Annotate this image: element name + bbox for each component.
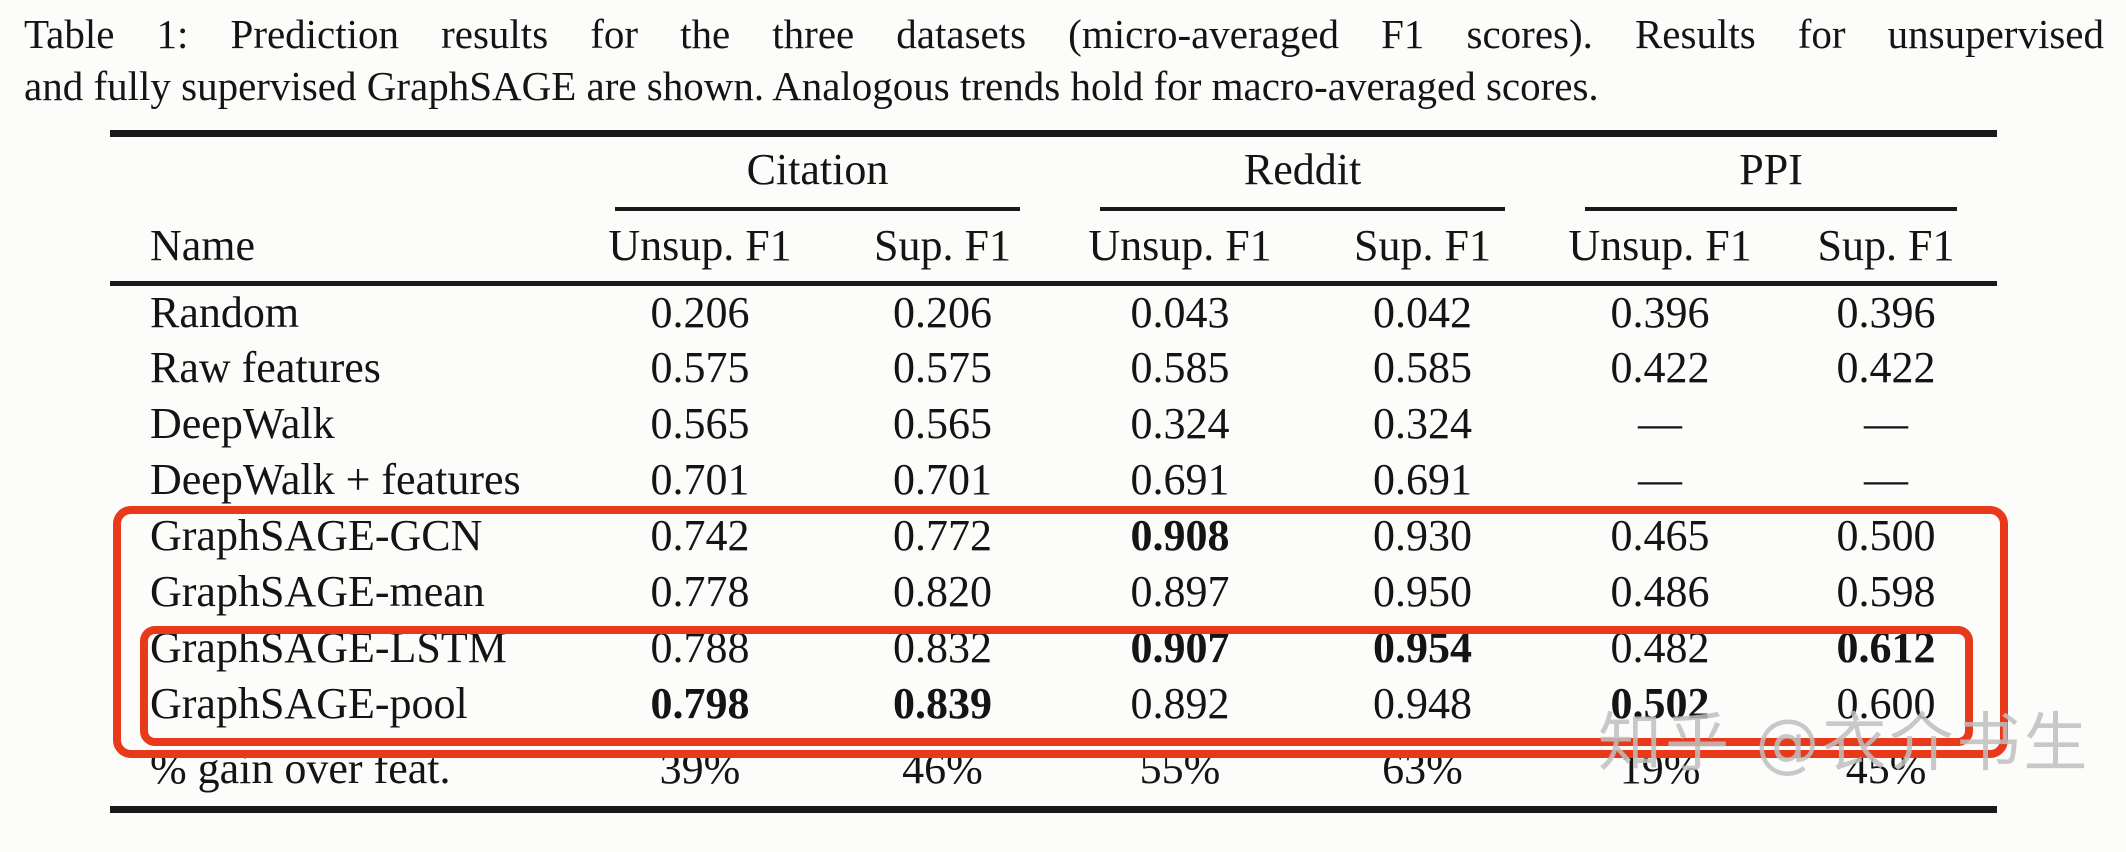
column-header-ppi-sup: Sup. F1 — [1775, 210, 1998, 286]
value-cell: 0.206 — [893, 288, 992, 338]
value-cell: 0.486 — [1610, 567, 1710, 616]
value-cell: 0.907 — [1130, 623, 1230, 672]
value-cell: 0.897 — [1130, 567, 1230, 616]
value-cell: 0.788 — [650, 623, 750, 672]
table-row: GraphSAGE-pool 0.798 0.839 0.892 0.948 0… — [110, 676, 1997, 732]
value-cell: 0.839 — [893, 679, 992, 728]
row-name-cell: GraphSAGE-GCN — [150, 511, 483, 560]
table-row: Raw features 0.575 0.575 0.585 0.585 0.4… — [110, 340, 1997, 396]
group-underline-ppi — [1585, 206, 1958, 211]
value-cell: 0.422 — [1836, 343, 1936, 392]
group-header-row: Citation Reddit PPI — [110, 134, 1997, 211]
value-cell: 0.465 — [1610, 511, 1710, 560]
gain-reddit-sup: 63% — [1300, 731, 1546, 813]
value-cell: 0.950 — [1373, 567, 1472, 616]
value-cell: 0.502 — [1610, 679, 1710, 728]
value-cell: 0.892 — [1130, 679, 1230, 728]
table-row: GraphSAGE-LSTM 0.788 0.832 0.907 0.954 0… — [110, 620, 1997, 676]
value-cell: 0.908 — [1130, 511, 1230, 560]
gain-row-label: % gain over feat. — [110, 731, 575, 813]
value-cell: 0.575 — [893, 343, 992, 392]
table-row: DeepWalk 0.565 0.565 0.324 0.324 — — — [110, 396, 1997, 452]
value-cell: 0.585 — [1130, 343, 1230, 392]
value-cell: 0.206 — [650, 288, 750, 338]
group-label-reddit: Reddit — [1243, 144, 1362, 194]
gain-citation-sup: 46% — [825, 731, 1060, 813]
row-name-cell: GraphSAGE-LSTM — [150, 623, 507, 672]
row-name-cell: DeepWalk — [150, 399, 335, 448]
value-cell: 0.954 — [1373, 623, 1472, 672]
group-header-citation: Citation — [575, 134, 1060, 211]
group-header-reddit: Reddit — [1060, 134, 1545, 211]
value-cell: 0.324 — [1130, 399, 1230, 448]
table-row: DeepWalk + features 0.701 0.701 0.691 0.… — [110, 452, 1997, 508]
group-underline-citation — [615, 206, 1020, 211]
column-header-row: Name Unsup. F1 Sup. F1 Unsup. F1 Sup. F1… — [110, 210, 1998, 286]
value-cell: 0.565 — [650, 399, 750, 448]
table-row: GraphSAGE-GCN 0.742 0.772 0.908 0.930 0.… — [110, 508, 1997, 564]
table-caption: Table 1: Prediction results for the thre… — [24, 8, 2104, 113]
table-row: Random 0.206 0.206 0.043 0.042 0.396 0.3… — [110, 284, 1997, 340]
caption-line-1: Table 1: Prediction results for the thre… — [24, 11, 2104, 57]
value-cell: 0.948 — [1373, 679, 1472, 728]
value-cell: 0.324 — [1373, 399, 1472, 448]
group-header-spacer — [110, 134, 575, 211]
value-cell: 0.565 — [893, 399, 992, 448]
value-cell: 0.575 — [650, 343, 750, 392]
value-cell: 0.772 — [893, 511, 992, 560]
gain-reddit-unsup: 55% — [1060, 731, 1300, 813]
table-body: Random 0.206 0.206 0.043 0.042 0.396 0.3… — [110, 284, 1997, 732]
value-cell: 0.396 — [1610, 288, 1710, 338]
watermark: 知乎 @衣介书生 — [1598, 707, 2091, 781]
column-header-reddit-unsup: Unsup. F1 — [1060, 210, 1300, 286]
group-header-ppi: PPI — [1545, 134, 1997, 211]
value-cell: — — [1638, 455, 1683, 504]
column-header-name: Name — [110, 210, 575, 286]
value-cell: 0.598 — [1836, 567, 1936, 616]
value-cell: 0.585 — [1373, 343, 1472, 392]
value-cell: 0.600 — [1836, 679, 1936, 728]
value-cell: 0.820 — [893, 567, 992, 616]
value-cell: 0.500 — [1836, 511, 1936, 560]
row-name-cell: GraphSAGE-pool — [150, 679, 468, 728]
value-cell: — — [1864, 455, 1909, 504]
value-cell: 0.798 — [650, 679, 750, 728]
value-cell: 0.691 — [1373, 455, 1472, 504]
value-cell: 0.422 — [1610, 343, 1710, 392]
column-header-citation-sup: Sup. F1 — [825, 210, 1060, 286]
value-cell: 0.396 — [1836, 288, 1936, 338]
row-name-cell: GraphSAGE-mean — [150, 567, 485, 616]
column-header-ppi-unsup: Unsup. F1 — [1545, 210, 1776, 286]
value-cell: 0.043 — [1130, 288, 1230, 338]
value-cell: 0.701 — [650, 455, 750, 504]
value-cell: 0.742 — [650, 511, 750, 560]
value-cell: — — [1638, 399, 1683, 448]
gain-citation-unsup: 39% — [575, 731, 825, 813]
value-cell: 0.930 — [1373, 511, 1472, 560]
value-cell: 0.042 — [1373, 288, 1472, 338]
caption-line-2: and fully supervised GraphSAGE are shown… — [24, 63, 1599, 110]
row-name-cell: DeepWalk + features — [150, 455, 521, 504]
value-cell: 0.832 — [893, 623, 992, 672]
group-underline-reddit — [1100, 206, 1506, 211]
group-label-citation: Citation — [746, 144, 889, 194]
table-row: GraphSAGE-mean 0.778 0.820 0.897 0.950 0… — [110, 564, 1997, 620]
group-label-ppi: PPI — [1739, 144, 1803, 194]
value-cell: 0.691 — [1130, 455, 1230, 504]
value-cell: 0.701 — [893, 455, 992, 504]
value-cell: — — [1864, 399, 1909, 448]
value-cell: 0.612 — [1836, 623, 1936, 672]
value-cell: 0.778 — [650, 567, 750, 616]
column-header-citation-unsup: Unsup. F1 — [575, 210, 825, 286]
row-name-cell: Random — [150, 288, 300, 338]
column-header-reddit-sup: Sup. F1 — [1300, 210, 1546, 286]
value-cell: 0.482 — [1610, 623, 1710, 672]
row-name-cell: Raw features — [150, 343, 381, 392]
results-table: Citation Reddit PPI Name Unsup. F1 Sup. … — [110, 130, 1998, 813]
